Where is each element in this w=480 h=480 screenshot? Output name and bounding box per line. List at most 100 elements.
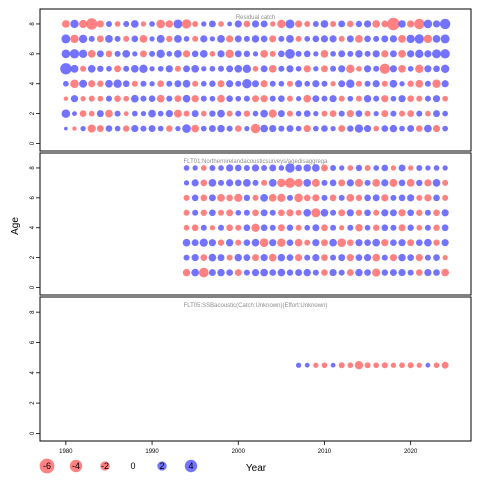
residual-bubble [269, 209, 276, 216]
residual-bubble [320, 20, 329, 28]
residual-bubble [347, 362, 354, 369]
residual-bubble [209, 110, 216, 117]
residual-bubble [320, 35, 329, 43]
residual-bubble [277, 238, 286, 247]
residual-bubble [79, 19, 88, 29]
residual-bubble [295, 35, 302, 42]
residual-bubble [372, 268, 381, 277]
residual-bubble [373, 165, 380, 171]
residual-bubble [140, 110, 147, 117]
panel-2: FLT01:Northernirelandacousticsurveys/age… [30, 152, 472, 296]
residual-bubble [80, 65, 87, 72]
residual-bubble [424, 194, 432, 202]
residual-bubble [252, 179, 259, 186]
residual-bubble [415, 125, 423, 132]
residual-bubble [364, 35, 371, 43]
residual-bubble [321, 224, 328, 232]
residual-bubble [217, 254, 225, 262]
residual-bubble [157, 110, 164, 117]
residual-bubble [123, 95, 130, 102]
legend-bubble [69, 459, 83, 473]
residual-bubble [381, 239, 389, 247]
residual-bubble [381, 179, 389, 187]
residual-bubble [424, 254, 431, 261]
x-tick-label: 2010 [318, 449, 332, 455]
residual-bubble [355, 35, 363, 43]
residual-bubble [416, 194, 423, 201]
y-tick-label: 8 [30, 310, 36, 314]
residual-bubble [424, 50, 432, 58]
residual-bubble [157, 80, 165, 88]
residual-bubble [442, 194, 449, 201]
residual-bubble [433, 209, 440, 217]
panel-3: FLT05:SSBacoustic(Catch:Unknown)(Effort:… [30, 296, 472, 455]
residual-bubble [303, 110, 311, 117]
residual-bubble [277, 268, 286, 277]
residual-bubble [286, 269, 294, 276]
residual-bubble [363, 124, 372, 133]
residual-bubble [355, 80, 362, 87]
legend-bubble [39, 458, 55, 474]
residual-bubble [80, 96, 86, 102]
y-tick-label: 8 [30, 166, 36, 170]
residual-bubble [269, 95, 276, 102]
residual-bubble [208, 125, 216, 133]
residual-bubble [252, 110, 259, 117]
residual-bubble [86, 18, 98, 30]
residual-bubble [198, 267, 209, 278]
residual-bubble [406, 179, 415, 187]
residual-bubble [234, 35, 242, 43]
residual-bubble [339, 225, 345, 231]
residual-bubble [381, 224, 389, 232]
residual-bubble [70, 79, 79, 89]
residual-bubble [330, 224, 337, 231]
residual-bubble [303, 179, 312, 187]
residual-bubble [425, 110, 431, 117]
residual-bubble [268, 179, 277, 187]
residual-bubble [372, 179, 381, 187]
residual-bubble [139, 35, 148, 43]
residual-bubble [149, 66, 155, 72]
residual-bubble [329, 110, 337, 117]
residual-bubble [105, 109, 113, 118]
residual-bubble [192, 35, 199, 42]
residual-bubble [311, 208, 321, 218]
residual-bubble [433, 194, 440, 202]
residual-bubble [398, 164, 406, 172]
residual-bubble [407, 50, 415, 58]
residual-bubble [123, 20, 130, 27]
residual-bubble [389, 254, 398, 262]
residual-bubble [414, 34, 424, 44]
residual-bubble [114, 110, 121, 117]
residual-bubble [183, 36, 190, 42]
residual-bubble [330, 254, 337, 261]
residual-bubble [338, 362, 345, 369]
residual-bubble [381, 362, 388, 369]
residual-bubble [338, 194, 345, 201]
residual-bubble [260, 80, 268, 88]
residual-bubble [278, 125, 285, 132]
residual-bubble [337, 238, 346, 247]
residual-bubble [432, 79, 441, 88]
residual-bubble [173, 19, 183, 29]
residual-bubble [347, 50, 354, 57]
residual-bubble [200, 254, 208, 261]
residual-bubble [209, 95, 216, 102]
residual-bubble [131, 80, 138, 87]
residual-bubble [330, 81, 336, 87]
residual-bubble [329, 194, 337, 202]
residual-bubble [200, 125, 207, 132]
residual-bubble [226, 65, 234, 73]
residual-bubble [156, 34, 165, 43]
residual-bubble [243, 95, 250, 102]
y-tick-label: 0 [30, 141, 36, 145]
y-tick-label: 2 [30, 401, 36, 405]
residual-bubble [286, 224, 294, 231]
residual-bubble [424, 80, 431, 87]
residual-bubble [260, 49, 268, 58]
residual-bubble [346, 20, 354, 28]
residual-bubble [243, 20, 251, 28]
residual-bubble [260, 35, 268, 43]
residual-bubble [251, 223, 260, 232]
residual-bubble [312, 20, 319, 27]
